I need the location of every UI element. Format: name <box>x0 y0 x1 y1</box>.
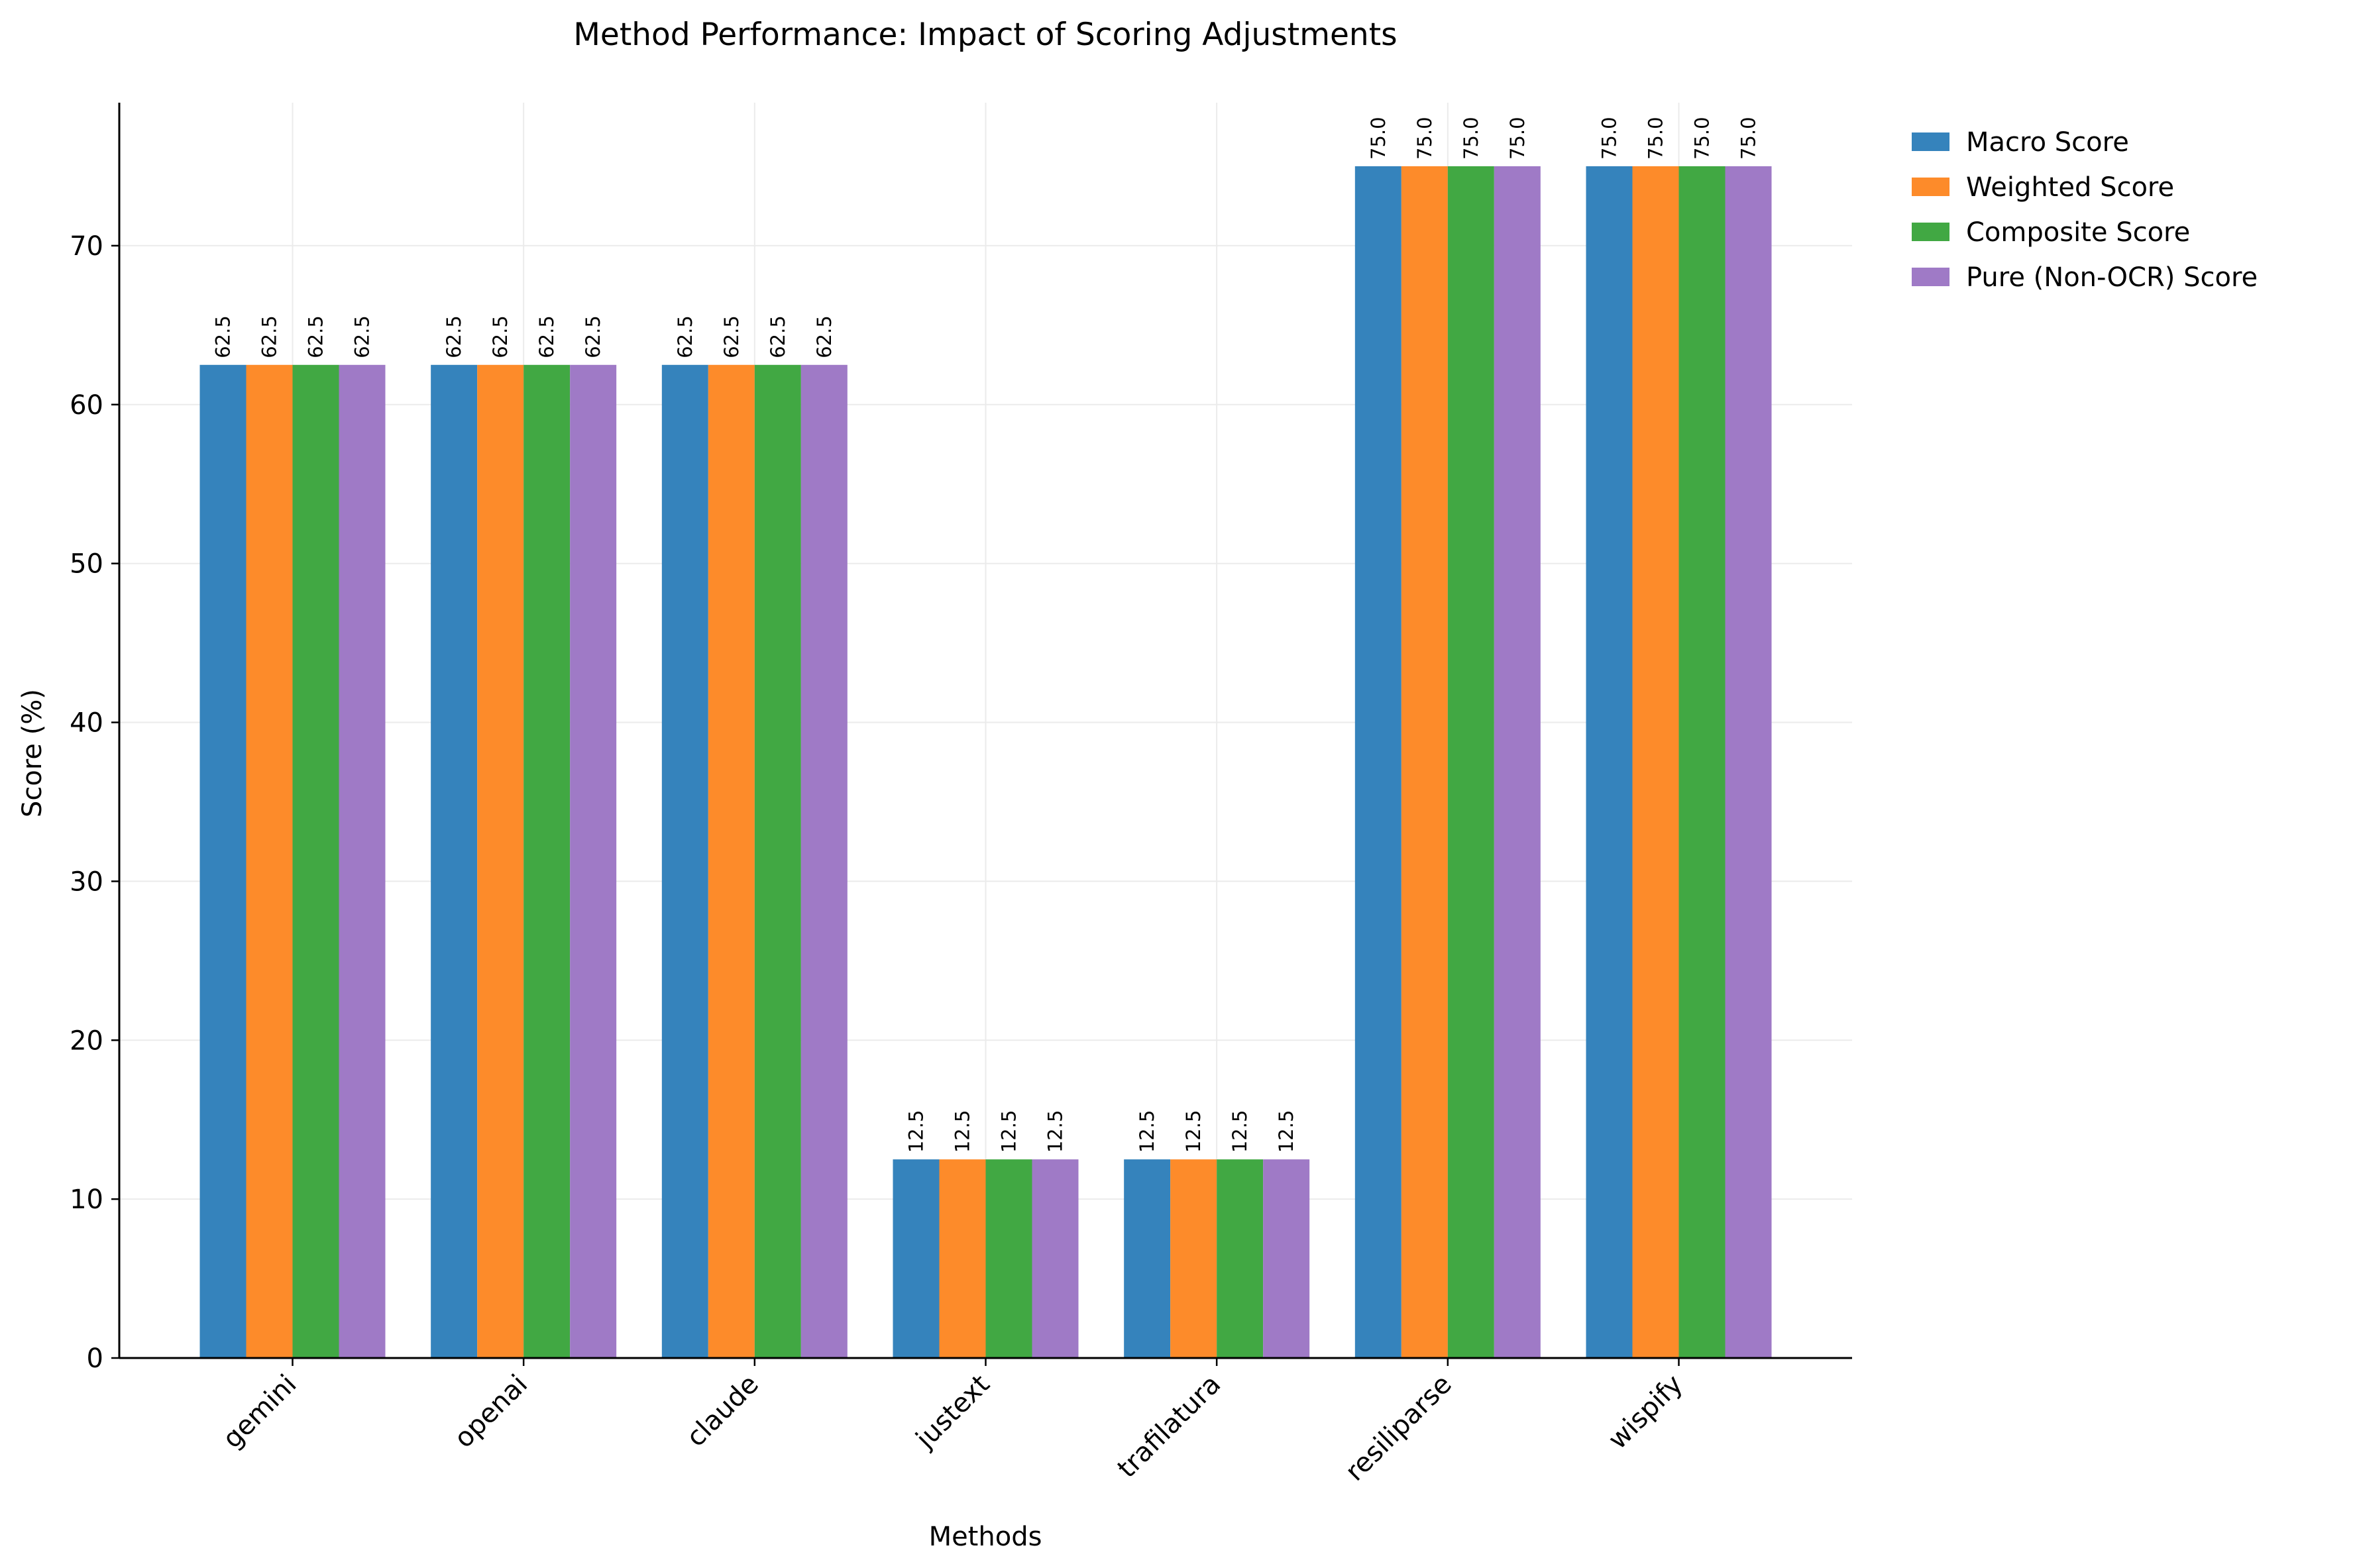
value-label: 12.5 <box>1136 1110 1158 1153</box>
value-label: 62.5 <box>489 315 512 358</box>
legend: Macro Score Weighted Score Composite Score… <box>1912 127 2258 293</box>
bar <box>246 364 293 1358</box>
y-tick-label: 60 <box>70 390 103 421</box>
value-label: 62.5 <box>258 315 281 358</box>
value-label: 62.5 <box>535 315 558 358</box>
bar <box>1632 166 1679 1359</box>
bar <box>1170 1159 1217 1358</box>
value-label: 62.5 <box>305 315 327 358</box>
bar <box>939 1159 986 1358</box>
value-label: 75.0 <box>1645 117 1667 160</box>
value-label: 12.5 <box>1182 1110 1205 1153</box>
bar <box>708 364 755 1358</box>
legend-label: Composite Score <box>1966 217 2190 248</box>
value-label: 12.5 <box>1275 1110 1297 1153</box>
y-tick-label: 70 <box>70 231 103 262</box>
value-label: 12.5 <box>1044 1110 1067 1153</box>
bar <box>661 364 708 1358</box>
legend-label: Macro Score <box>1966 127 2129 158</box>
y-tick-label: 40 <box>70 708 103 739</box>
chart-title: Method Performance: Impact of Scoring Ad… <box>573 17 1397 53</box>
bar <box>1725 166 1772 1359</box>
bar <box>1032 1159 1079 1358</box>
bar <box>1401 166 1448 1359</box>
value-label: 62.5 <box>813 315 836 358</box>
legend-swatch <box>1912 268 1949 286</box>
y-tick-label: 30 <box>70 866 103 897</box>
bar <box>1586 166 1633 1359</box>
value-label: 62.5 <box>351 315 374 358</box>
value-label: 62.5 <box>582 315 604 358</box>
bar <box>1124 1159 1171 1358</box>
legend-swatch <box>1912 132 1949 151</box>
value-label: 75.0 <box>1737 117 1760 160</box>
value-label: 12.5 <box>1229 1110 1251 1153</box>
value-label: 75.0 <box>1460 117 1482 160</box>
value-label: 62.5 <box>720 315 743 358</box>
value-label: 12.5 <box>905 1110 928 1153</box>
value-label: 75.0 <box>1413 117 1436 160</box>
bar <box>754 364 801 1358</box>
y-tick-label: 10 <box>70 1184 103 1215</box>
value-label: 75.0 <box>1506 117 1529 160</box>
bar <box>292 364 339 1358</box>
legend-swatch <box>1912 178 1949 196</box>
legend-label: Pure (Non-OCR) Score <box>1966 262 2258 293</box>
y-tick-label: 50 <box>70 549 103 580</box>
bar <box>477 364 524 1358</box>
value-label: 62.5 <box>212 315 235 358</box>
value-label: 75.0 <box>1367 117 1390 160</box>
value-label: 75.0 <box>1598 117 1621 160</box>
bar <box>339 364 386 1358</box>
bar <box>199 364 247 1358</box>
y-tick-label: 0 <box>87 1343 103 1374</box>
legend-label: Weighted Score <box>1966 172 2174 203</box>
value-label: 75.0 <box>1691 117 1714 160</box>
value-label: 62.5 <box>767 315 789 358</box>
value-label: 62.5 <box>674 315 696 358</box>
bar <box>893 1159 940 1358</box>
bars <box>199 166 1772 1359</box>
bar <box>1354 166 1401 1359</box>
bar <box>1217 1159 1264 1358</box>
value-label: 12.5 <box>998 1110 1020 1153</box>
bar <box>1494 166 1541 1359</box>
bar <box>523 364 571 1358</box>
value-label: 62.5 <box>443 315 465 358</box>
bar <box>1263 1159 1310 1358</box>
x-axis-label: Methods <box>929 1522 1042 1552</box>
bar <box>985 1159 1032 1358</box>
y-tick-label: 20 <box>70 1025 103 1056</box>
bar <box>800 364 848 1358</box>
value-labels: 62.5 62.5 62.5 12.5 12.5 75.0 75.0 62.5 62.5 62.5… <box>212 117 1760 1153</box>
value-label: 12.5 <box>952 1110 974 1153</box>
axes <box>111 103 1852 1366</box>
bar <box>431 364 478 1358</box>
bar <box>1678 166 1726 1359</box>
y-axis-label: Score (%) <box>17 689 48 817</box>
bar <box>1447 166 1494 1359</box>
legend-swatch <box>1912 223 1949 241</box>
bar <box>570 364 617 1358</box>
